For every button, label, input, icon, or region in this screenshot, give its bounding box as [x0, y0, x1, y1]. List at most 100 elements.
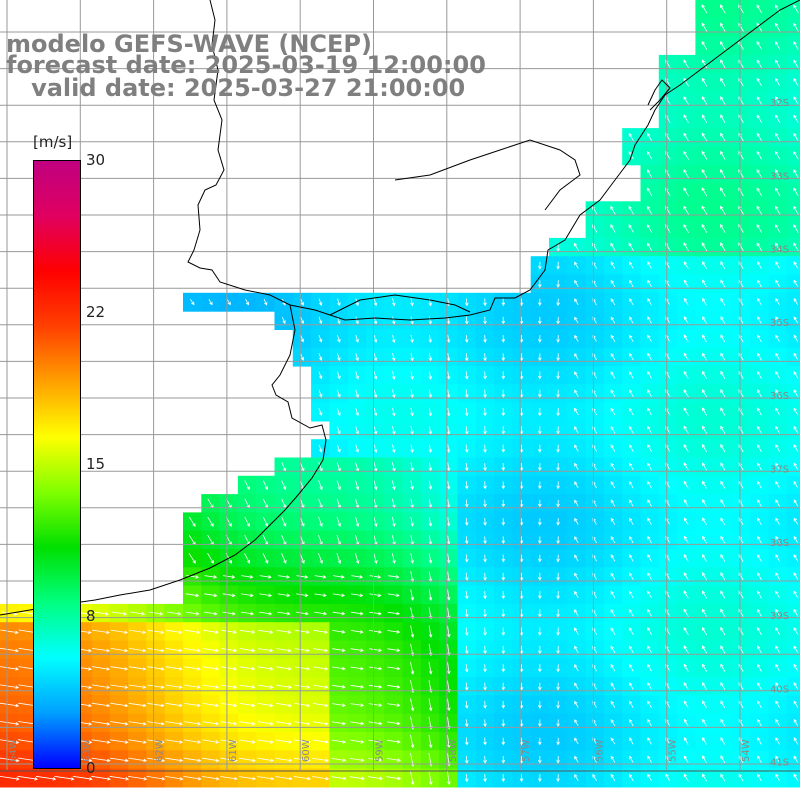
- wind-arrow: [184, 703, 201, 708]
- wind-arrow: [793, 700, 799, 708]
- wind-arrow: [239, 684, 256, 689]
- wind-arrow: [538, 591, 542, 600]
- wind-arrow: [369, 575, 382, 579]
- colorbar-tick-30: 30: [86, 151, 106, 169]
- wind-arrow: [720, 645, 726, 654]
- wind-arrow: [184, 721, 202, 726]
- wind-arrow: [262, 516, 269, 527]
- wind-arrow: [683, 334, 689, 343]
- wind-arrow: [336, 444, 341, 453]
- wind-arrow: [501, 518, 506, 526]
- wind-arrow: [628, 132, 634, 142]
- wind-arrow: [91, 775, 111, 781]
- wind-arrow: [720, 22, 726, 32]
- wind-arrow: [793, 242, 799, 252]
- wind-arrow: [683, 700, 689, 709]
- wind-arrow: [368, 684, 383, 689]
- longitude-labels: 64W 63W 62W 61W 60W 59W 58W 57W 56W 55W 54W: [8, 739, 752, 762]
- wind-arrow: [720, 96, 726, 105]
- wind-arrow: [465, 389, 469, 399]
- wind-arrow: [355, 334, 359, 343]
- wind-arrow: [610, 462, 616, 471]
- wind-arrow: [312, 703, 329, 708]
- wind-arrow: [574, 645, 579, 654]
- wind-arrow: [702, 352, 707, 361]
- wind-arrow: [775, 773, 781, 782]
- wind-arrow: [702, 462, 707, 471]
- wind-arrow: [629, 298, 634, 306]
- wind-arrow: [683, 553, 689, 562]
- wind-arrow: [183, 739, 202, 744]
- wind-arrow: [719, 4, 726, 14]
- wind-arrow: [756, 462, 762, 471]
- wind-arrow: [263, 298, 268, 306]
- wind-arrow: [720, 608, 726, 617]
- wind-arrow: [574, 773, 579, 781]
- wind-arrow: [647, 755, 652, 763]
- wind-arrow: [202, 666, 219, 671]
- wind-arrow: [775, 150, 781, 160]
- wind-arrow: [386, 758, 402, 762]
- wind-arrow: [793, 480, 799, 489]
- wind-arrow: [538, 371, 542, 380]
- wind-arrow: [314, 611, 328, 616]
- coastline-lagoon: [647, 79, 671, 111]
- wind-arrow: [410, 334, 414, 344]
- wind-arrow: [387, 630, 401, 634]
- wind-arrow: [257, 721, 274, 726]
- wind-arrow: [720, 737, 726, 745]
- wind-cell: [786, 18, 800, 38]
- colorbar: [33, 160, 81, 769]
- wind-arrow: [756, 41, 763, 50]
- wind-arrow: [775, 114, 781, 123]
- wind-arrow: [373, 552, 378, 565]
- longitude-label: 62W: [155, 739, 166, 762]
- latitude-label: 35S: [770, 318, 789, 329]
- coastline-uruguay-inner: [329, 294, 471, 316]
- wind-arrow: [556, 518, 560, 526]
- wind-arrow: [720, 682, 726, 690]
- wind-arrow: [332, 593, 346, 597]
- wind-arrow: [300, 335, 304, 343]
- wind-arrow: [610, 700, 616, 708]
- wind-cell: [786, 256, 800, 276]
- wind-arrow: [167, 611, 182, 616]
- wind-arrow: [368, 703, 383, 707]
- wind-arrow: [538, 572, 542, 581]
- wind-arrow: [350, 666, 364, 671]
- wind-arrow: [683, 316, 689, 324]
- wind-arrow: [793, 59, 799, 68]
- wind-arrow: [775, 590, 781, 599]
- wind-arrow: [720, 626, 726, 636]
- wind-arrow: [128, 721, 147, 726]
- wind-arrow: [387, 611, 401, 616]
- wind-arrow: [720, 370, 726, 379]
- wind-arrow: [610, 554, 616, 562]
- wind-arrow: [332, 703, 346, 707]
- wind-arrow: [483, 755, 487, 764]
- wind-arrow: [574, 609, 579, 617]
- wind-arrow: [201, 776, 220, 781]
- wind-arrow: [483, 426, 487, 435]
- wind-arrow: [702, 572, 707, 581]
- wind-arrow: [720, 718, 726, 727]
- wind-arrow: [720, 59, 726, 69]
- wind-arrow: [464, 517, 469, 526]
- wind-arrow: [647, 645, 653, 654]
- wind-arrow: [793, 334, 799, 342]
- wind-arrow: [610, 444, 616, 452]
- wind-arrow: [774, 22, 781, 32]
- wind-arrow: [775, 682, 781, 690]
- wind-arrow: [204, 575, 218, 579]
- wind-arrow: [294, 757, 311, 763]
- wind-arrow: [336, 407, 341, 417]
- latitude-label: 37S: [770, 465, 789, 476]
- wind-arrow: [647, 407, 653, 416]
- wind-arrow: [410, 553, 414, 564]
- wind-arrow: [538, 444, 542, 453]
- wind-arrow: [183, 776, 202, 781]
- wind-arrow: [318, 316, 323, 325]
- wind-arrow: [757, 718, 762, 727]
- wind-arrow: [281, 516, 287, 527]
- wind-arrow: [294, 666, 311, 671]
